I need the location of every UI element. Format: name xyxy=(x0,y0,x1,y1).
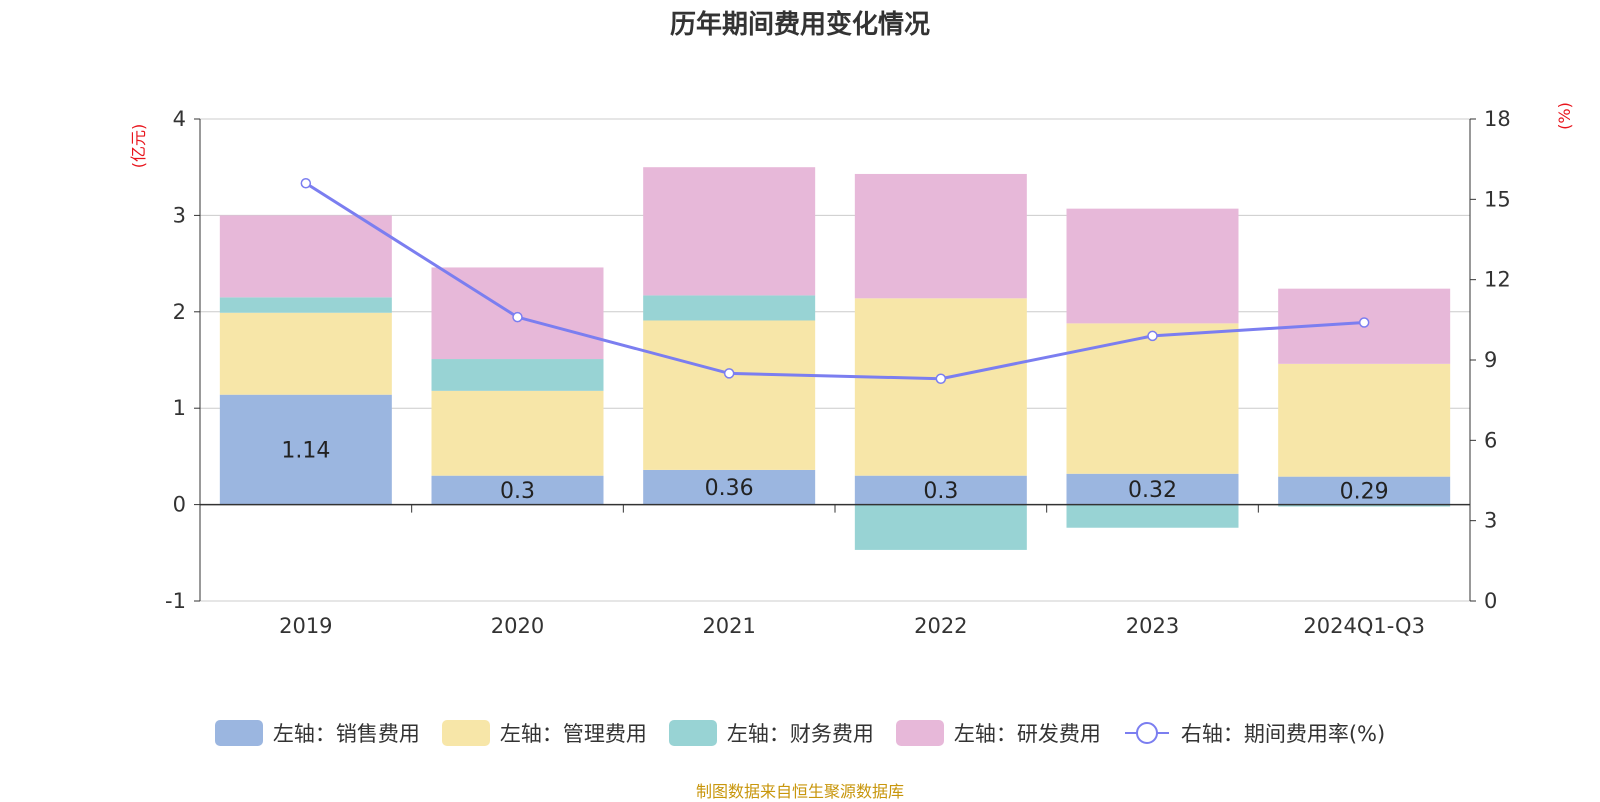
legend-swatch-admin xyxy=(441,720,490,746)
left-tick-label: 4 xyxy=(173,107,186,131)
bar-segment-0 xyxy=(1278,476,1451,505)
bar-segment-3 xyxy=(854,173,1027,299)
bar-segment-3 xyxy=(1066,208,1239,324)
legend-item-finance[interactable]: 左轴：财务费用 xyxy=(668,718,874,748)
bar-segment-0 xyxy=(1066,473,1239,505)
legend-label-rate: 右轴：期间费用率(%) xyxy=(1180,722,1386,746)
right-tick-label: 9 xyxy=(1484,348,1497,372)
right-axis-unit: (%) xyxy=(1555,102,1574,130)
bar-segment-1 xyxy=(1066,323,1239,474)
data-label: 1.14 xyxy=(281,439,330,464)
legend-label-admin: 左轴：管理费用 xyxy=(499,722,647,746)
right-tick-label: 3 xyxy=(1484,509,1497,533)
x-tick-label: 2021 xyxy=(702,614,755,638)
bar-segment-1 xyxy=(1278,363,1451,477)
chart-title: 历年期间费用变化情况 xyxy=(669,10,930,40)
rate-point xyxy=(1358,317,1370,328)
left-tick-label: 2 xyxy=(173,300,186,324)
x-tick-label: 2019 xyxy=(279,614,332,638)
x-tick-label: 2023 xyxy=(1126,614,1179,638)
source-note: 制图数据来自恒生聚源数据库 xyxy=(695,782,904,801)
left-tick-label: 0 xyxy=(173,493,186,517)
legend: 左轴：销售费用 左轴：管理费用 左轴：财务费用 左轴：研发费用 右轴：期间费用率… xyxy=(0,718,1600,748)
legend-item-rnd[interactable]: 左轴：研发费用 xyxy=(895,718,1101,748)
rate-point xyxy=(935,373,947,384)
grid-lines xyxy=(200,118,1470,602)
right-tick-label: 12 xyxy=(1484,268,1511,292)
left-tick-label: 1 xyxy=(173,396,186,420)
bar-segment-2 xyxy=(1066,504,1239,528)
rate-point xyxy=(512,311,523,323)
bar-segment-3 xyxy=(643,167,816,296)
bar-segment-2 xyxy=(431,359,604,391)
bar-segment-0 xyxy=(854,475,1027,505)
rate-point xyxy=(300,178,312,189)
right-tick-label: 18 xyxy=(1484,107,1511,131)
right-tick-label: 15 xyxy=(1484,187,1511,211)
legend-label-sales: 左轴：销售费用 xyxy=(272,722,420,746)
legend-label-finance: 左轴：财务费用 xyxy=(726,722,874,746)
left-axis-unit: (亿元) xyxy=(129,124,148,169)
right-tick-label: 6 xyxy=(1484,428,1497,452)
legend-item-admin[interactable]: 左轴：管理费用 xyxy=(441,718,647,748)
bar-segment-1 xyxy=(431,390,604,476)
bar-segment-2 xyxy=(643,295,816,321)
bar-segment-1 xyxy=(854,298,1027,476)
bar-segment-2 xyxy=(854,504,1027,550)
bar-layer xyxy=(219,167,1451,550)
legend-swatch-finance xyxy=(668,720,717,746)
bar-segment-0 xyxy=(219,394,392,505)
legend-line-marker-icon xyxy=(1124,722,1169,744)
left-tick-label: -1 xyxy=(165,589,186,613)
bar-segment-0 xyxy=(431,475,604,505)
x-tick-label: 2024Q1-Q3 xyxy=(1303,614,1425,638)
rate-point xyxy=(723,368,735,379)
right-tick-label: 0 xyxy=(1484,589,1497,613)
rate-line xyxy=(305,181,1365,381)
x-tick-label: 2022 xyxy=(914,614,967,638)
data-label: 0.36 xyxy=(705,476,754,501)
legend-swatch-rnd xyxy=(895,720,944,746)
bar-segment-1 xyxy=(219,312,392,395)
legend-item-sales[interactable]: 左轴：销售费用 xyxy=(214,718,420,748)
legend-swatch-sales xyxy=(214,720,263,746)
data-label: 0.29 xyxy=(1340,480,1389,505)
bar-segment-2 xyxy=(219,297,392,313)
data-label: 0.3 xyxy=(923,479,958,504)
bar-segment-2 xyxy=(1278,504,1451,507)
left-tick-label: 3 xyxy=(173,203,186,227)
data-label-layer: 1.14 0.3 0.36 0.3 0.32 0.29 xyxy=(281,439,1388,505)
bar-segment-0 xyxy=(643,469,816,505)
legend-item-rate[interactable]: 右轴：期间费用率(%) xyxy=(1123,718,1385,748)
rate-line-layer xyxy=(300,178,1370,384)
rate-point xyxy=(1147,330,1158,342)
data-label: 0.32 xyxy=(1128,478,1177,503)
x-tick-label: 2020 xyxy=(491,614,544,638)
legend-label-rnd: 左轴：研发费用 xyxy=(953,722,1101,746)
bar-segment-3 xyxy=(219,215,392,298)
data-label: 0.3 xyxy=(500,479,535,504)
bar-segment-1 xyxy=(643,320,816,470)
